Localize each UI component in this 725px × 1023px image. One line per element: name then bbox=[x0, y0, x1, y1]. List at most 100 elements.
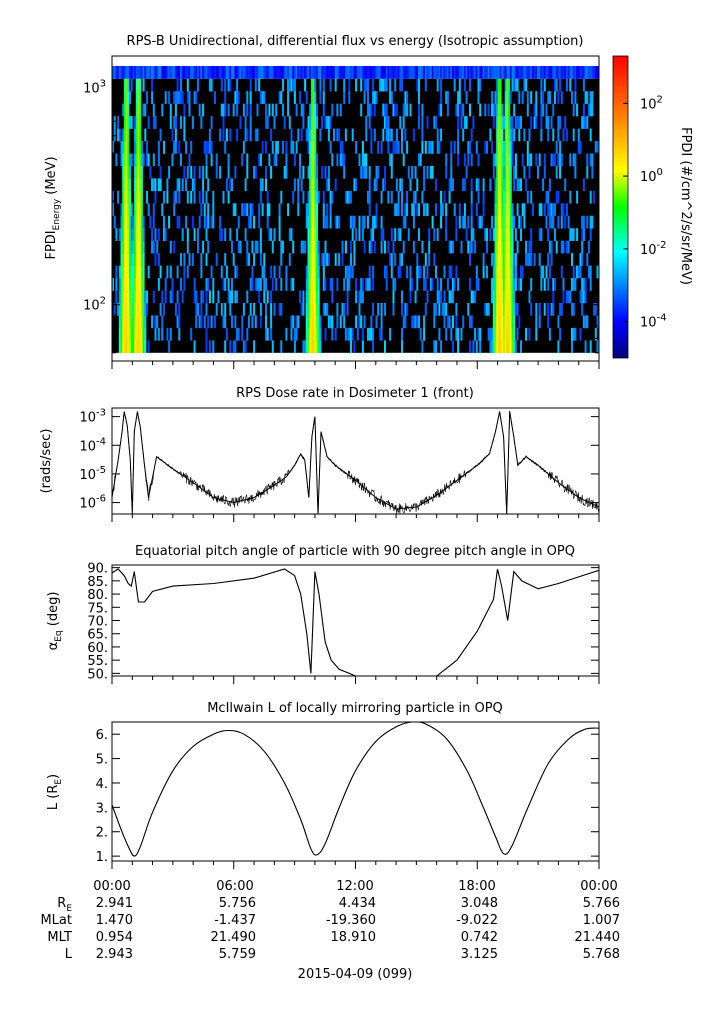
spectrogram-cell bbox=[358, 228, 361, 241]
spectrogram-cell bbox=[572, 103, 575, 117]
spectrogram-cell bbox=[351, 327, 354, 341]
spectrogram-cell bbox=[565, 78, 568, 92]
spectrogram-cell bbox=[479, 340, 482, 354]
ephemeris-row-label: RE bbox=[57, 896, 72, 914]
spectrogram-cell bbox=[508, 340, 511, 354]
spectrogram-cell bbox=[270, 290, 273, 304]
spectrogram-cell bbox=[227, 153, 230, 167]
spectrogram-cell bbox=[455, 103, 458, 117]
spectrogram-cell bbox=[127, 315, 130, 329]
spectrogram-cell bbox=[365, 66, 368, 79]
spectrogram-cell bbox=[135, 302, 138, 316]
spectrogram-cell bbox=[195, 315, 198, 329]
spectrogram-cell bbox=[586, 153, 589, 167]
spectrogram-cell bbox=[273, 302, 276, 316]
spectrogram-cell bbox=[567, 290, 570, 304]
spectrogram-cell bbox=[132, 253, 135, 266]
spectrogram-cell bbox=[497, 178, 500, 192]
spectrogram-cell bbox=[389, 78, 392, 92]
spectrogram-cell bbox=[361, 340, 364, 354]
spectrogram-cell bbox=[120, 315, 123, 329]
spectrogram-cell bbox=[127, 203, 130, 217]
spectrogram-cell bbox=[229, 178, 232, 192]
spectrogram-cell bbox=[365, 165, 368, 179]
spectrogram-cell bbox=[582, 290, 585, 304]
spectrogram-cell bbox=[458, 203, 461, 217]
spectrogram-cell bbox=[503, 116, 505, 129]
spectrogram-cell bbox=[504, 340, 507, 354]
spectrogram-cell bbox=[305, 302, 308, 316]
spectrogram-cell bbox=[394, 103, 397, 117]
spectrogram-cell bbox=[387, 128, 390, 142]
spectrogram-cell bbox=[392, 302, 395, 316]
spectrogram-cell bbox=[418, 91, 420, 104]
spectrogram-cell bbox=[535, 116, 538, 129]
spectrogram-cell bbox=[275, 278, 278, 291]
spectrogram-cell bbox=[241, 203, 244, 217]
spectrogram-cell bbox=[186, 165, 189, 179]
spectrogram-cell bbox=[448, 190, 451, 204]
spectrogram-cell bbox=[477, 327, 480, 341]
spectrogram-cell bbox=[241, 66, 244, 79]
spectrogram-cell bbox=[144, 66, 147, 79]
spectrogram-cell bbox=[163, 141, 165, 154]
spectrogram-cell bbox=[499, 240, 502, 254]
spectrogram-cell bbox=[511, 78, 514, 92]
spectrogram-cell bbox=[504, 91, 507, 104]
lshell-series-line bbox=[112, 722, 599, 857]
spectrogram-cell bbox=[416, 265, 419, 279]
spectrogram-cell bbox=[117, 116, 120, 129]
spectrogram-cell bbox=[336, 66, 339, 79]
spectrogram-cell bbox=[120, 228, 123, 241]
spectrogram-cell bbox=[137, 340, 140, 354]
spectrogram-cell bbox=[314, 203, 317, 217]
spectrogram-cell bbox=[139, 203, 142, 217]
spectrogram-cell bbox=[355, 278, 358, 291]
xaxis-tick-label: 18:00 bbox=[458, 879, 495, 894]
spectrogram-cell bbox=[186, 91, 189, 104]
spectrogram-cell bbox=[118, 315, 121, 329]
spectrogram-cell bbox=[137, 190, 140, 204]
spectrogram-cell bbox=[288, 228, 291, 241]
spectrogram-cell bbox=[509, 116, 512, 129]
spectrogram-cell bbox=[460, 240, 463, 254]
spectrogram-cell bbox=[156, 240, 159, 254]
spectrogram-cell bbox=[139, 327, 142, 341]
spectrogram-cell bbox=[174, 190, 177, 204]
spectrogram-cell bbox=[129, 265, 131, 279]
spectrogram-cell bbox=[152, 116, 155, 129]
spectrogram-cell bbox=[497, 315, 500, 329]
spectrogram-cell bbox=[504, 327, 507, 341]
spectrogram-cell bbox=[477, 215, 480, 229]
pitch-ylabel-main: α bbox=[46, 642, 61, 651]
spectrogram-cell bbox=[134, 116, 137, 129]
spectrogram-cell bbox=[533, 253, 536, 266]
spectrogram-cell bbox=[506, 340, 509, 354]
spectrogram-cell bbox=[166, 190, 169, 204]
spectrogram-cell bbox=[423, 66, 426, 79]
spectrogram-cell bbox=[191, 116, 194, 129]
spectrogram-cell bbox=[509, 215, 512, 229]
spectrogram-cell bbox=[140, 253, 143, 266]
spectrogram-cell bbox=[506, 302, 509, 316]
spectrogram-cell bbox=[360, 78, 363, 92]
spectrogram-cell bbox=[275, 141, 278, 154]
ephemeris-row-value: -1.437 bbox=[214, 913, 256, 928]
spectrogram-cell bbox=[373, 178, 376, 192]
spectrogram-cell bbox=[139, 228, 142, 241]
spectrogram-cell bbox=[292, 240, 295, 254]
spectrogram-cell bbox=[215, 165, 218, 179]
spectrogram-cell bbox=[329, 278, 332, 291]
spectrogram-cell bbox=[370, 327, 373, 341]
spectrogram-cell bbox=[174, 302, 177, 316]
spectrogram-cell bbox=[139, 153, 142, 167]
xaxis-tick-label: 00:00 bbox=[93, 879, 130, 894]
spectrogram-cell bbox=[579, 141, 582, 154]
colorbar-tick-label-base: 10 bbox=[640, 316, 657, 331]
spectrogram-cell bbox=[401, 141, 403, 154]
spectrogram-cell bbox=[387, 240, 390, 254]
spectrogram-cell bbox=[293, 340, 296, 354]
spectrogram-cell bbox=[496, 141, 499, 154]
spectrogram-cell bbox=[520, 265, 522, 279]
spectrogram-cell bbox=[445, 302, 448, 316]
